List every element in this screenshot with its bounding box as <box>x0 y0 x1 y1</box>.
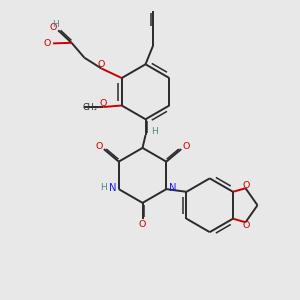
Text: O: O <box>44 40 51 49</box>
Text: O: O <box>242 221 250 230</box>
Text: O: O <box>50 23 57 32</box>
Text: CH₃: CH₃ <box>82 103 97 112</box>
Text: O: O <box>98 60 105 69</box>
Text: O: O <box>100 99 107 108</box>
Text: O: O <box>95 142 103 151</box>
Text: H: H <box>151 127 158 136</box>
Text: H: H <box>52 20 59 29</box>
Text: O: O <box>182 142 190 151</box>
Text: N: N <box>169 183 176 193</box>
Text: H: H <box>100 183 107 192</box>
Text: O: O <box>139 220 146 229</box>
Text: N: N <box>109 183 116 193</box>
Text: O: O <box>242 181 250 190</box>
